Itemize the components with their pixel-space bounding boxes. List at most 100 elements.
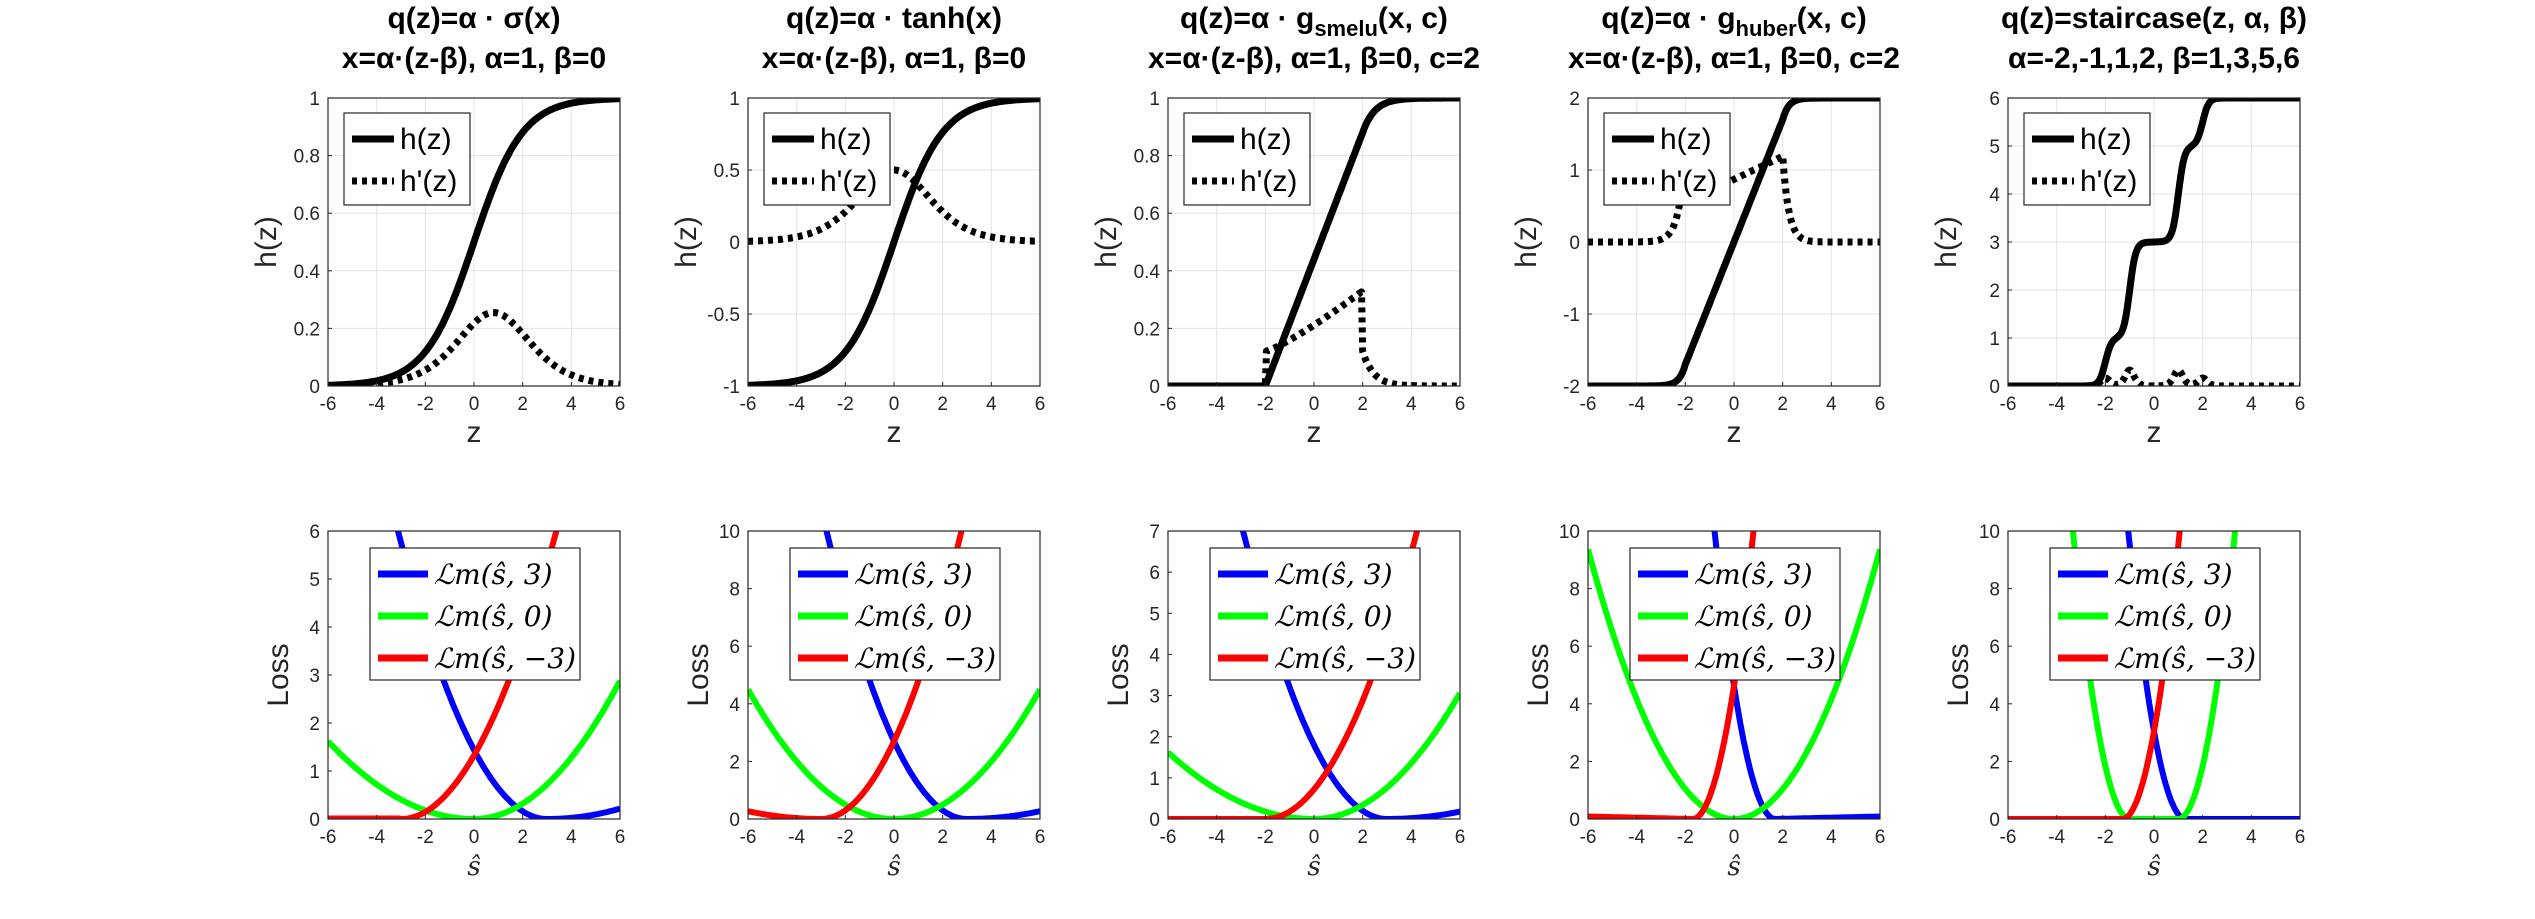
series-line-3 [2008,531,2183,819]
y-tick-label: 4 [1989,695,2000,716]
y-tick-label: 2 [729,752,740,773]
x-tick-label: 6 [1035,394,1046,415]
y-tick-label: 6 [1149,563,1160,584]
x-tick-label: -2 [837,827,854,848]
legend-label: ℒm(ŝ, −3) [434,642,576,675]
x-tick-label: 4 [2246,394,2257,415]
y-tick-label: 0 [1569,810,1580,831]
legend-box [343,112,471,206]
y-tick-label: 0 [309,810,320,831]
y-tick-label: 6 [1569,637,1580,658]
x-tick-label: -4 [1628,394,1645,415]
x-axis-label: z [887,416,902,449]
x-tick-label: -4 [368,827,385,848]
y-tick-label: 4 [729,695,740,716]
x-tick-label: 6 [2295,394,2306,415]
x-tick-label: 6 [615,827,626,848]
legend-label: ℒm(ŝ, 3) [2114,558,2233,591]
legend-box [1183,112,1311,206]
series-line-2 [748,687,1040,819]
legend-label: ℒm(ŝ, 3) [1274,558,1393,591]
y-tick-label: 8 [1569,580,1580,601]
y-tick-label: 2 [1989,281,2000,302]
x-tick-label: 0 [889,394,900,415]
legend-label: h'(z) [2080,165,2137,198]
x-axis-label: z [2147,416,2162,449]
legend-label: ℒm(ŝ, −3) [2114,642,2256,675]
series-line-2 [1588,548,1880,819]
y-tick-label: 3 [1149,687,1160,708]
x-tick-label: 2 [2197,394,2208,415]
y-tick-label: 5 [1989,137,2000,158]
x-tick-label: 6 [615,394,626,415]
chart-subtitle: x=α·(z-β), α=1, β=0, c=2 [1568,42,1900,75]
y-axis-label: Loss [1102,643,1135,706]
x-tick-label: -2 [2097,827,2114,848]
x-tick-label: -2 [1677,827,1694,848]
x-tick-label: -6 [320,394,337,415]
x-tick-label: 6 [2295,827,2306,848]
x-axis-label: ŝ [1727,852,1740,882]
subplot-loss-3: -6 -4 -2 0 2 4 6 0 1 2 3 4 5 6 7 ŝ Loss ℒm(ŝ, 3) ℒm(ŝ, 0) ℒ… [1102,522,1465,882]
x-tick-label: 4 [1826,827,1837,848]
x-tick-label: -4 [2048,827,2065,848]
x-tick-label: 0 [2149,394,2160,415]
series-line-2 [1168,691,1460,819]
y-tick-label: 2 [309,714,320,735]
subplot-activation-2: -6 -4 -2 0 2 4 6 -1 -0.5 0 0.5 1 z h(z) q(z)=α · tanh(… [670,2,1045,449]
series-group [2008,531,2300,819]
x-tick-label: -4 [788,394,805,415]
legend-label: h'(z) [400,165,457,198]
subplot-loss-2: -6 -4 -2 0 2 4 6 0 2 4 6 8 10 ŝ Loss ℒm(ŝ, 3) ℒm(ŝ, 0) ℒm… [682,522,1045,882]
y-tick-label: 4 [309,618,320,639]
x-tick-label: -2 [1257,827,1274,848]
x-axis-label: ŝ [1307,852,1320,882]
y-tick-label: 0.4 [294,262,321,283]
chart-title: q(z)=staircase(z, α, β) [2001,2,2307,35]
series-group [748,98,1040,386]
y-tick-label: 0 [1149,810,1160,831]
chart-title: q(z)=α · σ(x) [387,2,560,35]
y-axis-label: Loss [262,643,295,706]
legend-label: h(z) [1660,123,1712,156]
y-axis-label: Loss [1942,643,1975,706]
y-tick-label: 5 [309,570,320,591]
x-tick-label: -2 [417,827,434,848]
x-tick-label: 6 [1455,394,1466,415]
subplot-loss-5: -6 -4 -2 0 2 4 6 0 2 4 6 8 10 ŝ Loss ℒm(ŝ, 3) ℒm(ŝ, 0) ℒm… [1942,522,2306,882]
y-tick-label: 0 [729,233,740,254]
y-tick-label: -2 [1563,377,1580,398]
legend-label: ℒm(ŝ, 0) [854,600,973,633]
y-axis-label: h(z) [250,216,283,268]
x-tick-label: -2 [1677,394,1694,415]
series-line-2 [328,679,620,819]
x-tick-label: -6 [1580,827,1597,848]
legend-box [1603,112,1731,206]
x-axis-label: ŝ [467,852,480,882]
y-tick-label: 0.2 [1134,319,1160,340]
y-tick-label: 1 [309,89,320,110]
legend-label: h(z) [820,123,872,156]
legend-label: ℒm(ŝ, −3) [854,642,996,675]
y-tick-label: 3 [1989,233,2000,254]
x-axis-label: z [1727,416,1742,449]
y-tick-label: 8 [1989,580,2000,601]
legend-label: ℒm(ŝ, −3) [1274,642,1416,675]
x-tick-label: 0 [469,394,480,415]
legend-label: h(z) [1240,123,1292,156]
x-tick-label: 2 [517,394,528,415]
x-tick-label: 6 [1875,827,1886,848]
x-tick-label: 2 [2197,827,2208,848]
series-line-2 [1588,152,1880,246]
legend-label: h(z) [2080,123,2132,156]
x-axis-label: ŝ [887,852,900,882]
y-tick-label: 10 [1979,522,2000,543]
x-tick-label: 6 [1875,394,1886,415]
x-tick-label: 2 [1357,827,1368,848]
subplot-activation-5: -6 -4 -2 0 2 4 6 0 1 2 3 4 5 6 z h(z) q(z)=staircase(z, … [1930,2,2307,449]
y-tick-label: 0.6 [1134,204,1160,225]
y-tick-label: 8 [729,580,740,601]
y-tick-label: 0.8 [294,147,320,168]
x-tick-label: 2 [937,394,948,415]
